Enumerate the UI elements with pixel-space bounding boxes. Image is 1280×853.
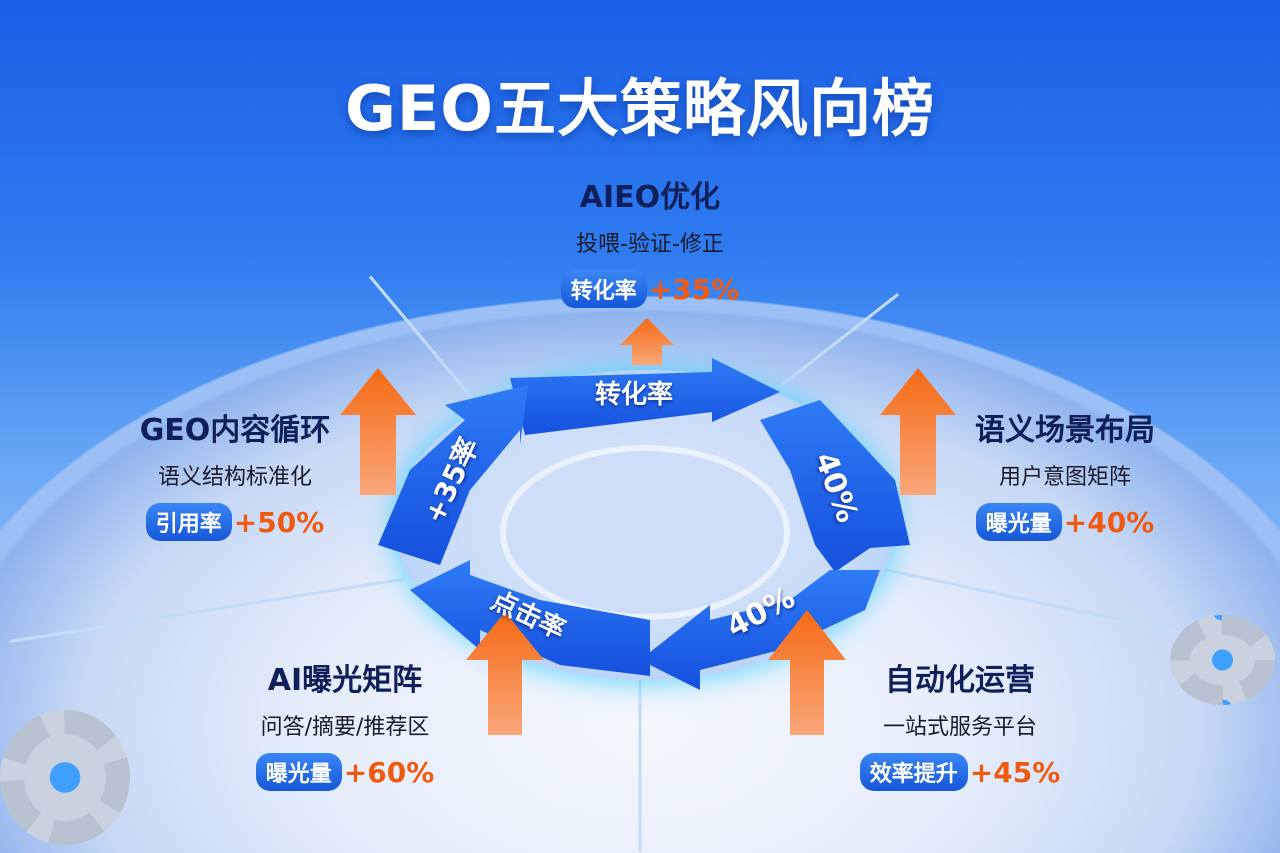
gear-icon [0, 710, 130, 845]
metric-value: +45% [969, 755, 1061, 789]
strategy-subtitle: 一站式服务平台 [882, 715, 1037, 740]
strategy-automation: 自动化运营 一站式服务平台 效率提升 +45% [840, 655, 1080, 791]
metric-label: 效率提升 [859, 753, 968, 791]
cycle-label-top: 转化率 [595, 380, 674, 410]
up-arrow-icon [466, 612, 544, 735]
metric-value: +40% [1063, 505, 1155, 539]
metric-value: +60% [343, 755, 435, 789]
up-arrow-icon [340, 368, 416, 495]
up-arrow-icon [768, 610, 846, 735]
strategy-subtitle: 用户意图矩阵 [998, 465, 1131, 490]
metric-value: +50% [233, 505, 325, 539]
cycle-arrow-bottom-left [410, 560, 650, 676]
strategy-subtitle: 投喂-验证-修正 [576, 232, 724, 257]
strategy-heading: GEO内容循环 [139, 413, 331, 448]
cycle-arrow-left [378, 385, 528, 565]
strategy-heading: AIEO优化 [579, 180, 721, 215]
strategy-aieo: AIEO优化 投喂-验证-修正 转化率 +35% [500, 172, 800, 308]
metric-label: 引用率 [145, 503, 232, 541]
strategy-subtitle: 语义结构标准化 [157, 465, 312, 490]
center-disc [500, 445, 790, 620]
strategy-heading: AI曝光矩阵 [267, 663, 423, 698]
cycle-arrow-right [760, 400, 910, 572]
strategy-heading: 语义场景布局 [975, 413, 1155, 448]
strategy-semantic-scene: 语义场景布局 用户意图矩阵 曝光量 +40% [950, 405, 1180, 541]
orange-up-arrows [340, 318, 956, 735]
strategy-geo-content: GEO内容循环 语义结构标准化 引用率 +50% [110, 405, 360, 541]
metric-label: 曝光量 [255, 753, 342, 791]
strategy-subtitle: 问答/摘要/推荐区 [260, 715, 430, 740]
metric-label: 曝光量 [975, 503, 1062, 541]
cycle-arrow-top [510, 358, 780, 435]
metric-value: +35% [648, 272, 740, 306]
up-arrow-icon [880, 368, 956, 495]
metric-label: 转化率 [560, 270, 647, 308]
page-title: GEO五大策略风向榜 [345, 72, 935, 145]
cycle-arrow-bottom-right [640, 570, 880, 690]
strategy-heading: 自动化运营 [885, 663, 1035, 698]
up-arrow-icon [620, 318, 674, 365]
strategy-ai-exposure: AI曝光矩阵 问答/摘要/推荐区 曝光量 +60% [230, 655, 460, 791]
gear-icon [1170, 615, 1275, 705]
